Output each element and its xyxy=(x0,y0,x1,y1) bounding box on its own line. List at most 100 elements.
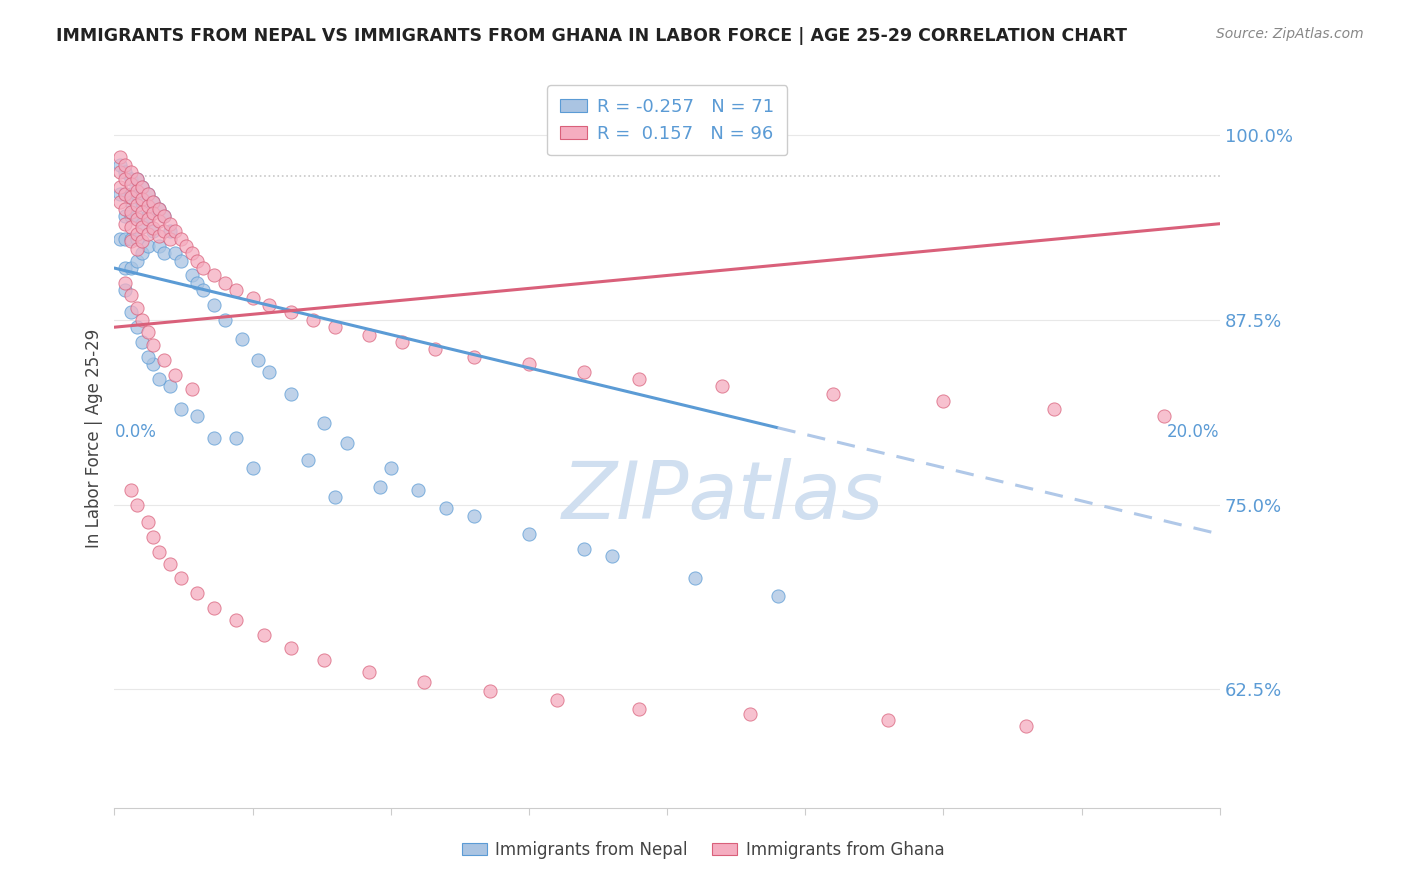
Point xyxy=(368,480,391,494)
Point xyxy=(142,194,165,209)
Point xyxy=(114,231,136,245)
Point xyxy=(1015,719,1038,733)
Point xyxy=(120,287,142,301)
Point xyxy=(108,179,131,194)
Point xyxy=(253,628,276,642)
Point xyxy=(191,261,214,276)
Point xyxy=(877,714,900,728)
Point xyxy=(170,253,193,268)
Point xyxy=(142,338,165,352)
Point xyxy=(357,665,380,679)
Point xyxy=(114,261,136,276)
Point xyxy=(325,490,347,504)
Point xyxy=(108,187,131,202)
Point xyxy=(125,187,148,202)
Point xyxy=(114,217,136,231)
Legend: R = -0.257   N = 71, R =  0.157   N = 96: R = -0.257 N = 71, R = 0.157 N = 96 xyxy=(547,85,787,155)
Point xyxy=(125,231,148,245)
Point xyxy=(114,165,136,179)
Point xyxy=(280,305,302,319)
Point xyxy=(932,394,955,409)
Point xyxy=(125,242,148,256)
Point xyxy=(136,227,159,241)
Text: IMMIGRANTS FROM NEPAL VS IMMIGRANTS FROM GHANA IN LABOR FORCE | AGE 25-29 CORREL: IMMIGRANTS FROM NEPAL VS IMMIGRANTS FROM… xyxy=(56,27,1128,45)
Text: Source: ZipAtlas.com: Source: ZipAtlas.com xyxy=(1216,27,1364,41)
Point xyxy=(186,253,208,268)
Point xyxy=(120,483,142,497)
Point xyxy=(247,352,270,367)
Point xyxy=(391,334,413,349)
Point xyxy=(108,194,131,209)
Point xyxy=(114,187,136,202)
Point xyxy=(231,332,253,346)
Point xyxy=(257,298,280,312)
Point xyxy=(600,549,623,564)
Point xyxy=(766,589,789,603)
Point xyxy=(136,210,159,224)
Text: 0.0%: 0.0% xyxy=(114,424,156,442)
Point xyxy=(142,357,165,371)
Point xyxy=(148,202,170,216)
Point xyxy=(202,298,225,312)
Point xyxy=(153,210,176,224)
Point xyxy=(114,172,136,186)
Point xyxy=(120,172,142,186)
Point xyxy=(423,343,446,357)
Point xyxy=(202,431,225,445)
Point xyxy=(136,239,159,253)
Point xyxy=(120,165,142,179)
Point xyxy=(1153,409,1175,423)
Point xyxy=(153,210,176,224)
Point xyxy=(136,187,159,202)
Point xyxy=(159,231,181,245)
Point xyxy=(125,301,148,315)
Point xyxy=(225,283,247,297)
Point xyxy=(180,268,202,283)
Point xyxy=(125,498,148,512)
Point xyxy=(120,231,142,245)
Point xyxy=(159,557,181,571)
Point xyxy=(136,187,159,202)
Point xyxy=(517,357,540,371)
Point xyxy=(186,409,208,423)
Point xyxy=(202,268,225,283)
Point xyxy=(120,305,142,319)
Point xyxy=(170,401,193,416)
Point xyxy=(517,527,540,541)
Point xyxy=(131,194,153,209)
Point xyxy=(136,325,159,339)
Point xyxy=(170,231,193,245)
Point xyxy=(114,283,136,297)
Point xyxy=(214,276,236,290)
Point xyxy=(186,276,208,290)
Point xyxy=(142,221,165,235)
Point xyxy=(280,386,302,401)
Point xyxy=(120,219,142,234)
Point xyxy=(170,572,193,586)
Point xyxy=(136,516,159,530)
Point xyxy=(108,158,131,172)
Point xyxy=(108,231,131,245)
Point xyxy=(242,291,264,305)
Point xyxy=(131,192,153,206)
Point xyxy=(302,313,325,327)
Point xyxy=(120,187,142,202)
Point xyxy=(225,431,247,445)
Point xyxy=(357,327,380,342)
Point xyxy=(131,313,153,327)
Point xyxy=(125,227,148,241)
Point xyxy=(257,365,280,379)
Point xyxy=(114,158,136,172)
Point xyxy=(180,382,202,396)
Point xyxy=(546,692,568,706)
Point xyxy=(628,372,651,386)
Point xyxy=(114,210,136,224)
Point xyxy=(120,194,142,209)
Point xyxy=(408,483,430,497)
Point xyxy=(434,500,457,515)
Point xyxy=(153,352,176,367)
Point xyxy=(136,212,159,227)
Point xyxy=(131,334,153,349)
Point xyxy=(125,184,148,198)
Point xyxy=(159,379,181,393)
